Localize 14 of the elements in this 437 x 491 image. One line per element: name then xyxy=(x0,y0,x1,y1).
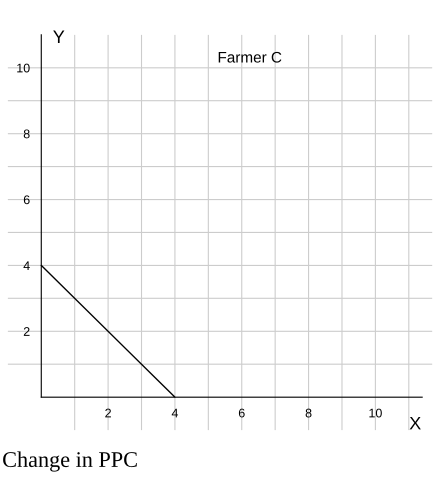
x-tick-label: 4 xyxy=(172,408,178,418)
x-axis-title: X xyxy=(410,416,421,430)
y-axis-title: Y xyxy=(53,30,64,43)
x-tick-label: 2 xyxy=(105,408,111,418)
x-tick-label: 10 xyxy=(369,408,382,418)
y-tick-label: 10 xyxy=(17,64,30,72)
y-tick-label: 6 xyxy=(24,195,30,204)
y-tick-label: 4 xyxy=(24,261,30,270)
x-tick-label: 6 xyxy=(238,408,245,418)
y-tick-label: 2 xyxy=(24,327,30,336)
text: Farmer C xyxy=(218,52,282,63)
text: Change in PPC xyxy=(3,451,137,472)
y-tick-label: 8 xyxy=(24,129,30,138)
x-tick-label: 8 xyxy=(306,408,312,418)
